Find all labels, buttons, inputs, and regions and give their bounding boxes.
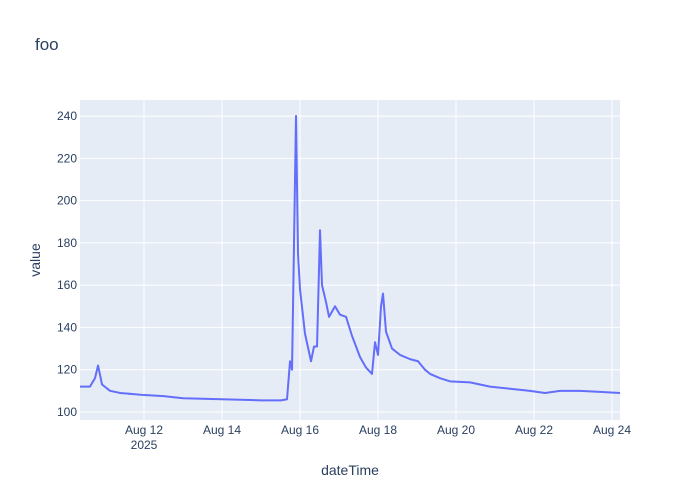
x-tick-label: Aug 14 [203, 423, 241, 437]
line [80, 115, 621, 402]
x-tick-label: Aug 20 [437, 423, 475, 437]
x-tick-label: Aug 18 [359, 423, 397, 437]
y-tick-label: 240 [57, 109, 77, 123]
y-tick-label: 120 [57, 363, 77, 377]
x-year-label: 2025 [131, 438, 158, 452]
x-tick-label: Aug 16 [281, 423, 319, 437]
y-axis-title: value [27, 243, 43, 277]
y-tick-label: 180 [57, 236, 77, 250]
y-tick-label: 200 [57, 194, 77, 208]
y-tick-label: 160 [57, 278, 77, 292]
plot-area [80, 100, 620, 420]
y-tick-label: 100 [57, 405, 77, 419]
x-tick-label: Aug 12 [125, 423, 163, 437]
x-tick-label: Aug 24 [593, 423, 631, 437]
x-tick-label: Aug 22 [515, 423, 553, 437]
x-axis-title: dateTime [321, 462, 379, 478]
y-tick-label: 140 [57, 320, 77, 334]
chart-title: foo [35, 35, 59, 54]
y-tick-label: 220 [57, 151, 77, 165]
